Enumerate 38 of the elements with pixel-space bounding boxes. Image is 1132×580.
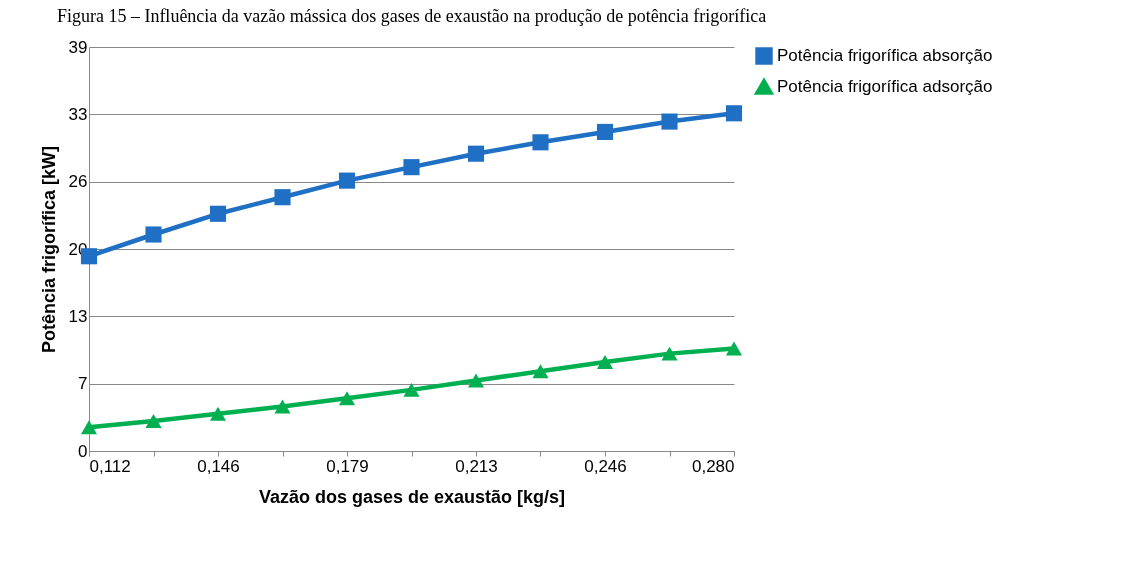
point xyxy=(596,354,614,369)
x-tick-label: 0,246 xyxy=(584,456,627,476)
y-tick-label: 33 xyxy=(68,104,88,124)
point xyxy=(532,134,549,151)
point xyxy=(338,391,356,406)
x-tick-label: 0,112 xyxy=(89,456,131,476)
x-axis-title: Vazão dos gases de exaustão [kg/s] xyxy=(258,486,566,507)
point xyxy=(467,145,485,162)
point xyxy=(596,123,614,141)
legend-label: Potência frigorífica absorção xyxy=(777,46,993,65)
point xyxy=(403,159,420,176)
legend-label: Potência frigorífica adsorção xyxy=(777,77,993,96)
point xyxy=(661,346,678,361)
point xyxy=(467,373,485,388)
point xyxy=(338,172,356,189)
point xyxy=(209,406,227,421)
y-tick-label: 26 xyxy=(68,172,88,192)
point xyxy=(725,105,743,122)
point xyxy=(725,341,743,356)
x-tick-label: 0,146 xyxy=(197,456,240,476)
point xyxy=(145,413,162,428)
x-tick-label: 0,179 xyxy=(326,456,369,476)
y-tick-label: 39 xyxy=(68,37,88,57)
point xyxy=(661,113,678,130)
y-axis-title: Potência frigorífica [kW] xyxy=(38,145,59,354)
point xyxy=(532,364,549,379)
x-tick-label: 0,213 xyxy=(455,456,498,476)
point xyxy=(80,420,98,435)
point xyxy=(209,205,227,222)
x-tick-label: 0,280 xyxy=(691,456,735,476)
point xyxy=(274,189,291,206)
chart-title: Figura 15 – Influência da vazão mássica dos gases de exaustão na produção de potência frigorífica xyxy=(56,6,767,26)
point xyxy=(274,399,291,414)
point xyxy=(403,382,420,397)
point xyxy=(145,226,162,243)
y-tick-label: 0 xyxy=(78,441,88,461)
y-tick-label: 7 xyxy=(78,374,88,394)
y-tick-label: 13 xyxy=(68,306,88,326)
